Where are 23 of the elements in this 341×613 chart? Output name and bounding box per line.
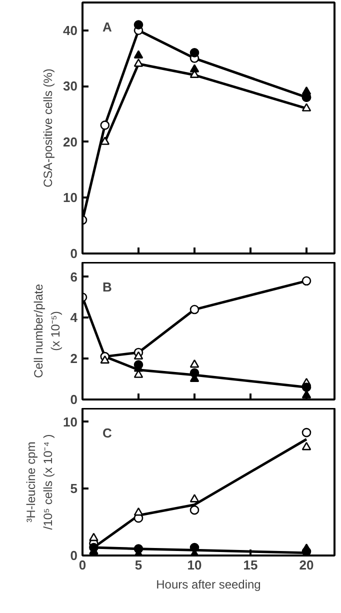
x-tick-label: 10 <box>187 558 202 572</box>
x-tick-label: 20 <box>299 558 314 572</box>
y-axis-title: ³H-leucine cpm /10⁵ cells (x 10⁻⁴ ) <box>24 434 56 530</box>
x-tick-label: 15 <box>243 558 258 572</box>
y-tick-label: 20 <box>63 134 78 150</box>
y-tick-label: 6 <box>70 269 78 284</box>
y-tick-label: 0 <box>70 246 78 261</box>
y-tick-label: 30 <box>63 78 78 94</box>
x-tick-label: 5 <box>134 558 142 572</box>
y-tick-label: 0 <box>70 548 78 563</box>
y-axis-title: CSA-positive cells (%) <box>41 68 56 188</box>
y-tick-label: 10 <box>63 414 78 430</box>
y-axis-title: Cell number/plate (x 10⁻⁵) <box>31 284 62 378</box>
y-tick-label: 4 <box>70 310 78 326</box>
x-axis-title: Hours after seeding <box>156 578 261 592</box>
annotation: C <box>102 426 112 440</box>
y-tick-label: 5 <box>70 481 78 496</box>
annotation: B <box>102 280 112 294</box>
y-tick-label: 40 <box>63 22 78 38</box>
y-tick-label: 0 <box>70 392 78 407</box>
y-tick-label: 10 <box>63 190 78 206</box>
y-tick-label: 2 <box>70 351 78 366</box>
annotation: A <box>102 20 112 34</box>
